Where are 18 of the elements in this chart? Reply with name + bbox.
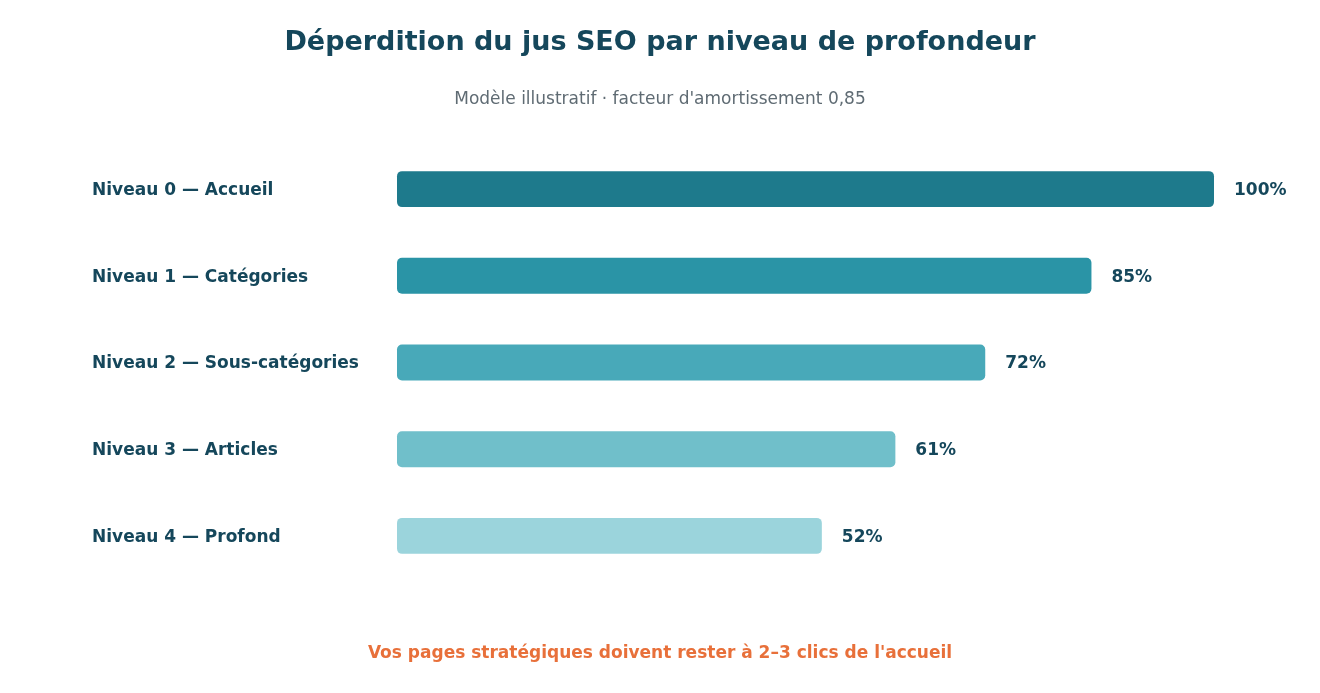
text: Vos pages stratégiques doivent rester à 2–3 clics de l'accueil	[367, 642, 953, 662]
data-label: 52%	[841, 525, 883, 546]
bar	[397, 257, 1092, 294]
chart-subtitle: Modèle illustratif · facteur d'amortissement 0,85	[454, 88, 866, 108]
y-tick-label: Niveau 1 — Catégories	[92, 265, 309, 286]
data-label: 85%	[1111, 265, 1153, 286]
y-tick-label: Niveau 3 — Articles	[92, 439, 278, 460]
bar	[397, 431, 896, 468]
data-label: 72%	[1005, 352, 1046, 373]
y-tick-label: Niveau 4 — Profond	[92, 525, 281, 546]
bar	[397, 171, 1214, 208]
bar	[397, 517, 822, 554]
data-label: 100%	[1234, 179, 1287, 200]
data-label: 61%	[915, 439, 957, 460]
y-tick-label: Niveau 2 — Sous-catégories	[92, 352, 359, 373]
bar	[397, 344, 986, 381]
chart-title: Déperdition du jus SEO par niveau de profondeur	[284, 25, 1037, 56]
y-tick-label: Niveau 0 — Accueil	[92, 179, 274, 200]
